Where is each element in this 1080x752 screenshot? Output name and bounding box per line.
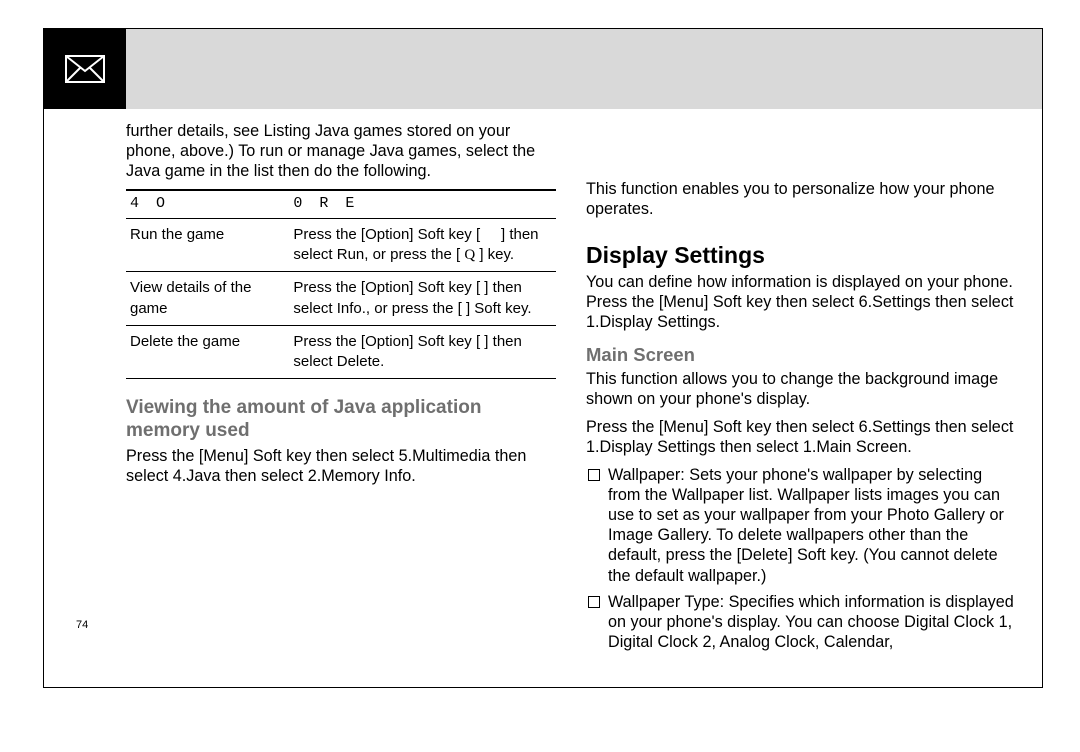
cell-to: Run the game (126, 218, 289, 272)
cell-to: View details of the game (126, 272, 289, 326)
cell-to: Delete the game (126, 325, 289, 379)
main-body-1: This function allows you to change the b… (586, 369, 1016, 409)
main-body-2: Press the [Menu] Soft key then select 6.… (586, 417, 1016, 457)
heading-display-settings: Display Settings (586, 241, 1016, 270)
content-columns: further details, see Listing Java games … (126, 121, 1021, 681)
list-item: Wallpaper Type: Specifies which informat… (586, 592, 1016, 652)
table-row: Delete the game Press the [Option] Soft … (126, 325, 556, 379)
manual-page: further details, see Listing Java games … (43, 28, 1043, 688)
left-column: further details, see Listing Java games … (126, 121, 556, 681)
right-column: This function enables you to personalize… (586, 121, 1016, 681)
memory-body: Press the [Menu] Soft key then select 5.… (126, 446, 556, 486)
subhead-memory: Viewing the amount of Java application m… (126, 397, 556, 442)
table-row: View details of the game Press the [Opti… (126, 272, 556, 326)
cell-do: Press the [Option] Soft key [ ] then sel… (289, 325, 556, 379)
cell-do: Press the [Option] Soft key [ ] then sel… (289, 272, 556, 326)
main-screen-bullets: Wallpaper: Sets your phone's wallpaper b… (586, 465, 1016, 652)
settings-intro: This function enables you to personalize… (586, 179, 1016, 219)
table-row: Run the game Press the [Option] Soft key… (126, 218, 556, 272)
envelope-icon (44, 29, 126, 109)
list-item: Wallpaper: Sets your phone's wallpaper b… (586, 465, 1016, 585)
java-actions-table: 4 O 0 R E Run the game Press the [Option… (126, 189, 556, 379)
table-head-do: 0 R E (289, 190, 556, 218)
intro-paragraph: further details, see Listing Java games … (126, 121, 556, 181)
cell-do: Press the [Option] Soft key [ ] then sel… (289, 218, 556, 272)
header-band (44, 29, 1042, 109)
display-body: You can define how information is displa… (586, 272, 1016, 332)
table-head-to: 4 O (126, 190, 289, 218)
page-number: 74 (76, 619, 88, 631)
heading-main-screen: Main Screen (586, 344, 1016, 367)
